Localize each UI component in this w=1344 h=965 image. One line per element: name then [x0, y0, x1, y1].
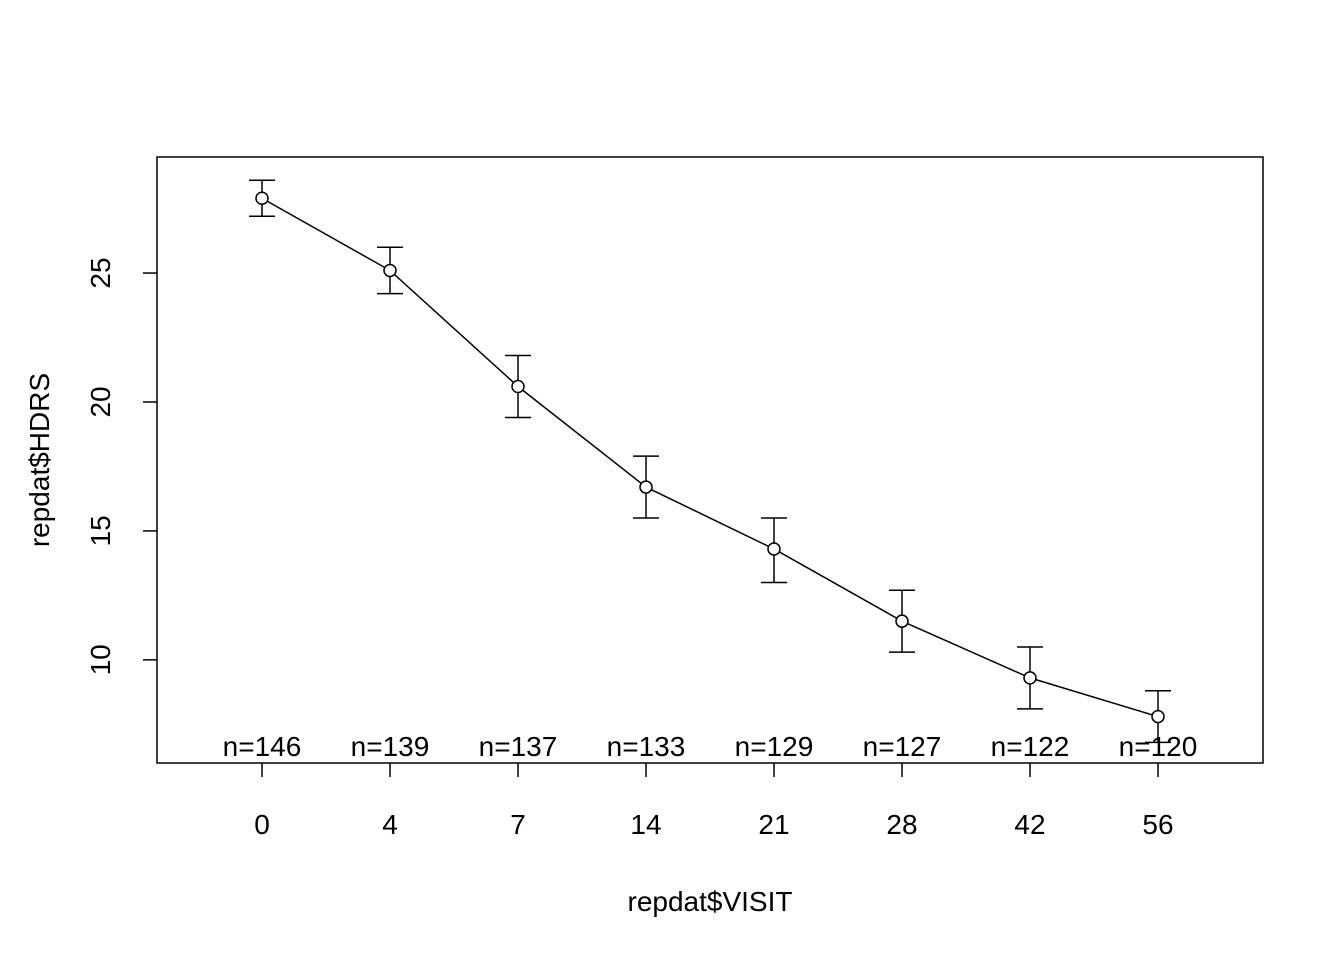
- sample-size-label: n=127: [863, 731, 942, 762]
- x-tick-label: 4: [382, 809, 398, 840]
- sample-size-label: n=120: [1119, 731, 1198, 762]
- x-tick-label: 0: [254, 809, 270, 840]
- y-tick-label: 15: [85, 515, 116, 546]
- mean-point: [1023, 671, 1037, 685]
- x-tick-label: 7: [510, 809, 526, 840]
- mean-line: [261, 197, 1159, 718]
- mean-points: [255, 191, 1165, 724]
- y-tick-label: 10: [85, 644, 116, 675]
- sample-size-label: n=146: [223, 731, 302, 762]
- sample-size-label: n=122: [991, 731, 1070, 762]
- y-tick-label: 20: [85, 386, 116, 417]
- x-tick-label: 56: [1142, 809, 1173, 840]
- y-axis: 10 15 20 25: [85, 257, 157, 675]
- x-tick-label: 28: [886, 809, 917, 840]
- x-axis: 0 4 7 14 21 28 42 56: [254, 763, 1174, 840]
- sample-size-label: n=133: [607, 731, 686, 762]
- sample-size-label: n=139: [351, 731, 430, 762]
- sample-size-labels: n=146 n=139 n=137 n=133 n=129 n=127 n=122 n=120: [223, 731, 1198, 762]
- mean-point: [895, 614, 909, 628]
- x-tick-label: 42: [1014, 809, 1045, 840]
- x-tick-label: 14: [630, 809, 661, 840]
- y-tick-label: 25: [85, 257, 116, 288]
- mean-point: [511, 379, 525, 394]
- mean-point: [1151, 709, 1165, 724]
- sample-size-label: n=137: [479, 731, 558, 762]
- mean-point: [255, 191, 269, 206]
- y-axis-label: repdat$HDRS: [24, 373, 55, 547]
- x-axis-label: repdat$VISIT: [628, 886, 793, 917]
- mean-point: [639, 480, 653, 494]
- x-tick-label: 21: [758, 809, 789, 840]
- mean-point: [383, 263, 397, 278]
- sample-size-label: n=129: [735, 731, 814, 762]
- mean-point: [767, 542, 781, 556]
- plot-frame: [156, 156, 1264, 764]
